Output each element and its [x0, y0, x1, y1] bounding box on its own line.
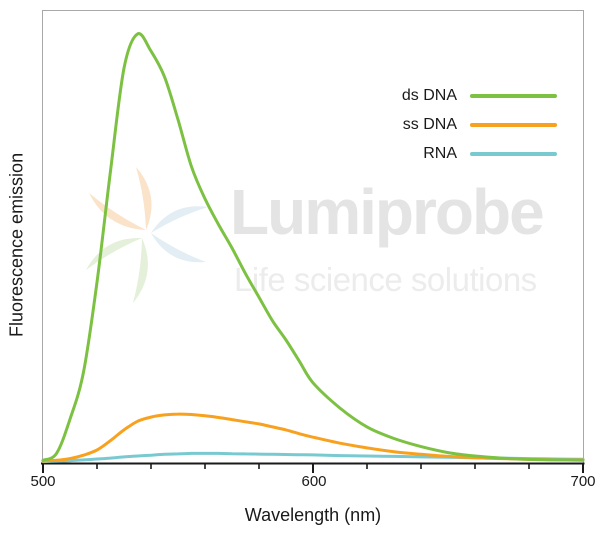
curve-ss-dna — [41, 412, 585, 463]
watermark-brand-text: Lumiprobe — [230, 176, 545, 248]
x-tick-label-700: 700 — [570, 473, 596, 490]
x-tick-label-600: 600 — [301, 473, 327, 490]
watermark-logo-petal — [86, 237, 142, 270]
legend-swatch-rna — [470, 151, 557, 156]
legend-label-ss-dna: ss DNA — [402, 115, 457, 133]
watermark-logo-petal — [151, 233, 206, 263]
watermark-tagline-text: Life science solutions — [234, 261, 537, 298]
x-axis-title: Wavelength (nm) — [244, 505, 382, 525]
legend-label-rna: RNA — [423, 144, 457, 162]
legend: ds DNA ss DNA RNA — [320, 81, 557, 168]
legend-item-rna: RNA — [320, 139, 557, 168]
curve-ds-dna — [41, 32, 585, 462]
legend-swatch-ds-dna — [470, 93, 557, 98]
y-axis-title: Fluorescence emission — [6, 152, 27, 338]
watermark-logo-petal — [136, 167, 152, 230]
legend-label-ds-dna: ds DNA — [401, 86, 457, 104]
legend-item-ds-dna: ds DNA — [320, 81, 557, 110]
legend-swatch-ss-dna — [470, 122, 557, 127]
legend-item-ss-dna: ss DNA — [320, 110, 557, 139]
x-tick-label-500: 500 — [30, 473, 56, 490]
watermark-logo-petal — [89, 193, 146, 230]
watermark-logo-petal — [151, 206, 208, 233]
watermark-logo-petal — [133, 238, 148, 303]
